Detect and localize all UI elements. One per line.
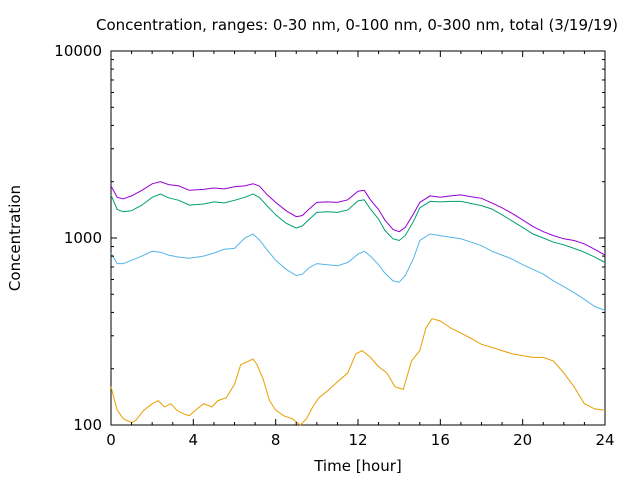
plot-border [110,50,606,426]
x-tick-label: 20 [513,431,532,449]
series-line-2 [110,193,606,263]
chart-title: Concentration, ranges: 0-30 nm, 0-100 nm… [96,16,618,34]
x-tick-label: 16 [431,431,450,449]
plot-frame [110,50,606,426]
x-tick-label: 24 [595,431,614,449]
y-tick-label: 1000 [64,229,102,247]
x-tick-label: 4 [189,431,199,449]
axis-ticks: 0 4 8 12 16 20 24 100 1000 10000 [54,42,614,449]
x-tick-label: 12 [348,431,367,449]
series-group [110,181,606,426]
series-line-3 [110,233,606,311]
series-line-4 [110,318,606,426]
x-tick-label: 0 [106,431,116,449]
series-line-1 [110,181,606,256]
y-tick-label: 10000 [54,42,102,60]
y-axis-label: Concentration [6,185,24,291]
x-axis-label: Time [hour] [313,457,402,475]
y-tick-label: 100 [73,416,102,434]
x-tick-label: 8 [271,431,281,449]
